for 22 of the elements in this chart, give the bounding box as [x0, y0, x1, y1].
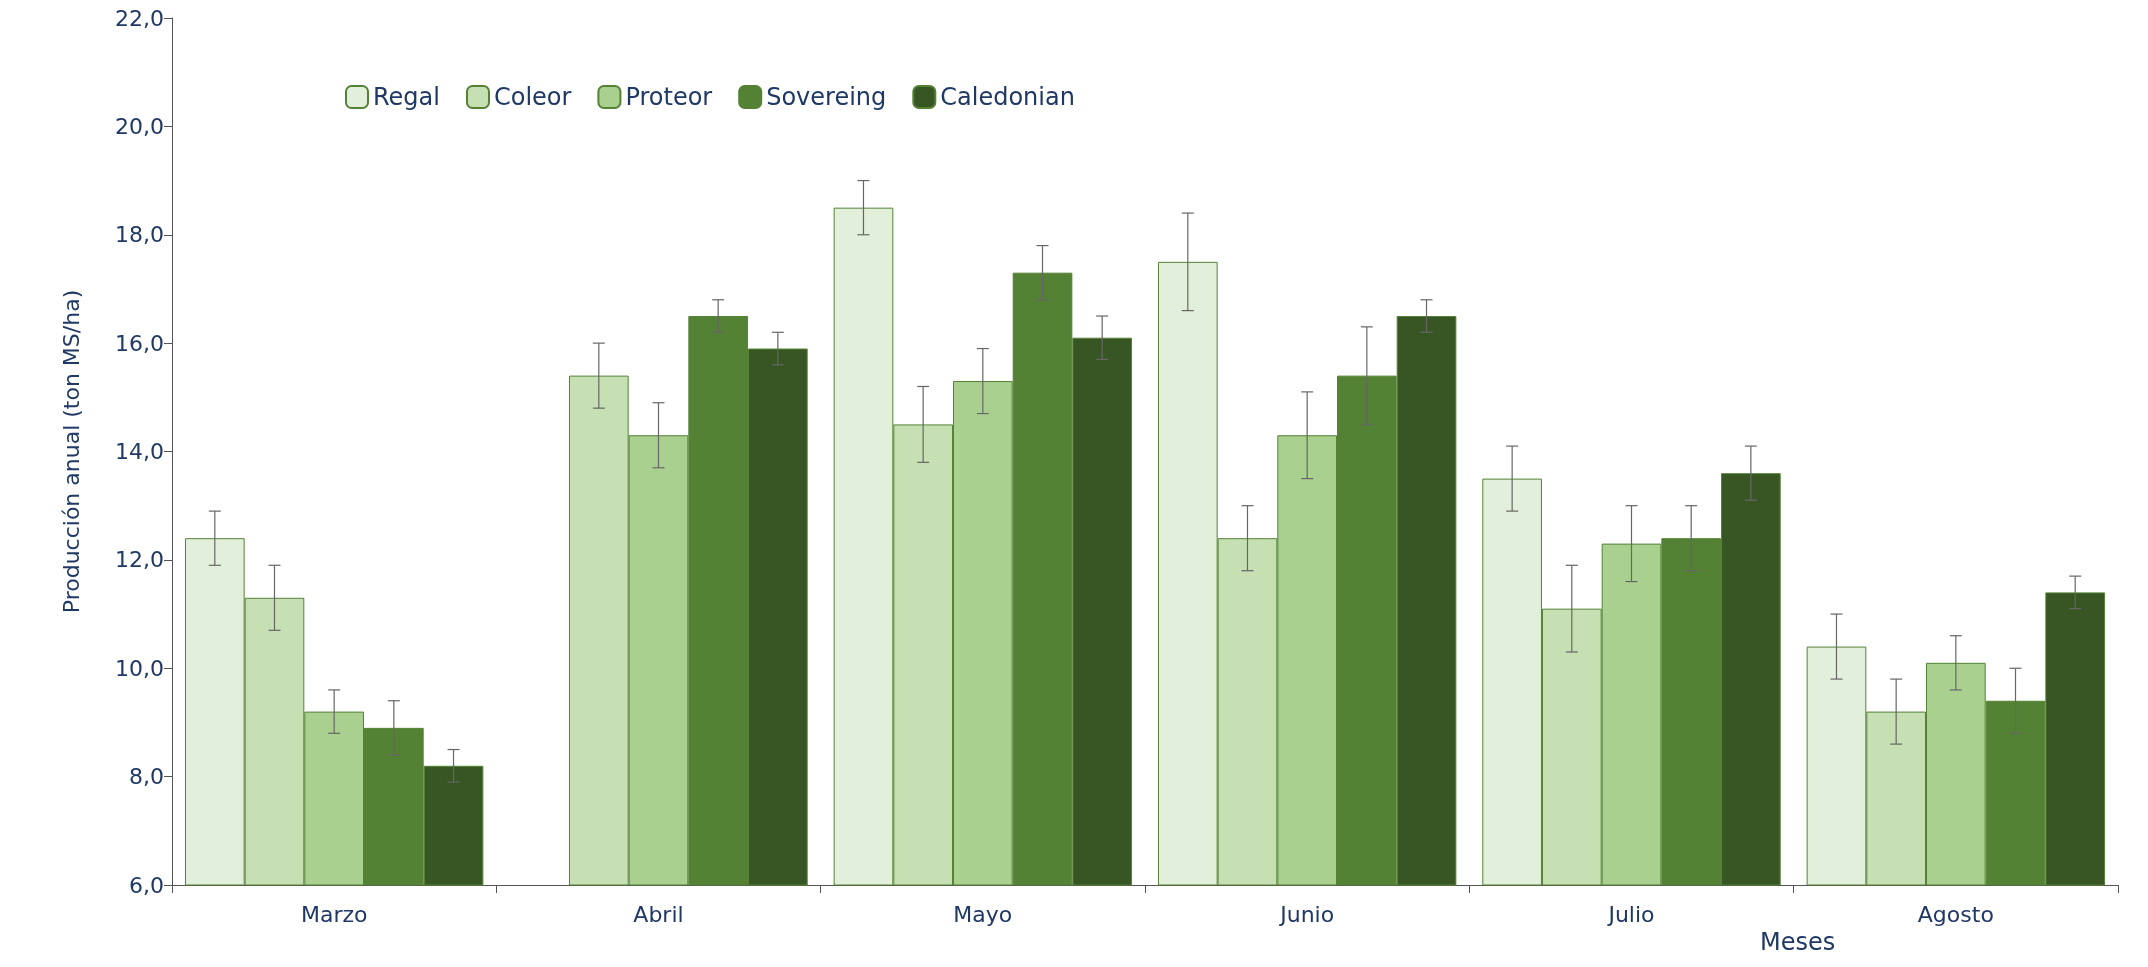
legend-label: Regal	[373, 83, 440, 111]
y-tick-label: 14,0	[115, 439, 164, 464]
legend-label: Coleor	[493, 83, 572, 111]
y-tick-label: 12,0	[115, 547, 164, 573]
y-tick-label: 8,0	[129, 764, 164, 790]
y-tick-label: 6,0	[129, 872, 164, 898]
legend-label: Proteor	[625, 83, 713, 111]
x-tick-label: Junio	[1278, 901, 1335, 927]
legend-label: Caledonian	[940, 83, 1075, 111]
x-tick-label: Mayo	[953, 901, 1013, 927]
y-tick-label: 10,0	[115, 655, 164, 681]
y-axis-title: Producción anual (ton MS/ha)	[58, 289, 84, 614]
y-tick-label: 16,0	[115, 330, 164, 356]
x-axis-title: Meses	[1760, 928, 1836, 956]
y-tick-label: 18,0	[115, 222, 164, 248]
x-tick-label: Abril	[633, 901, 684, 927]
x-tick-label: Julio	[1606, 901, 1655, 927]
x-tick-label: Agosto	[1917, 901, 1994, 927]
y-tick-label: 20,0	[115, 113, 164, 139]
legend-label: Sovereing	[766, 83, 887, 111]
y-tick-label: 22,0	[115, 5, 164, 31]
x-tick-label: Marzo	[300, 901, 368, 927]
